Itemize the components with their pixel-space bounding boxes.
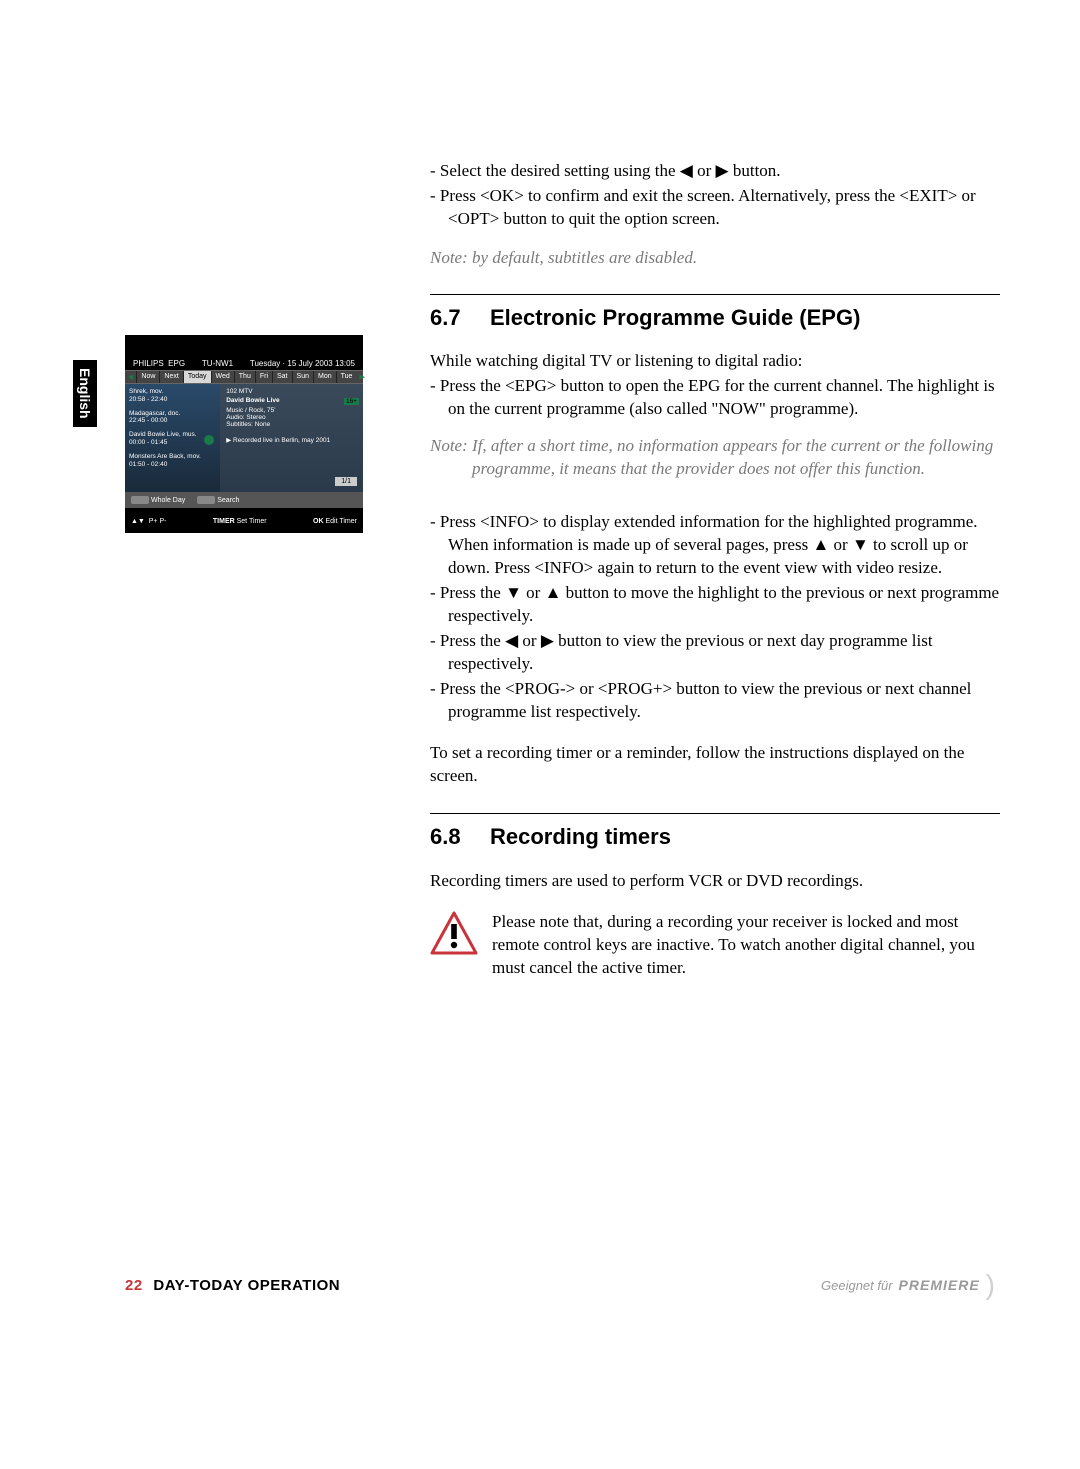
instruction-item: Press <INFO> to display extended informa… — [430, 511, 1000, 580]
page-footer: 22 DAY-TODAY OPERATION Geeignet für PREM… — [125, 1277, 995, 1294]
warning-block: Please note that, during a recording you… — [430, 911, 1000, 980]
premiere-logo: PREMIERE — [899, 1277, 980, 1293]
instruction-item: Press the <PROG-> or <PROG+> button to v… — [430, 678, 1000, 724]
instruction-list: Press the <EPG> button to open the EPG f… — [430, 375, 1000, 421]
instruction-list: Press <INFO> to display extended informa… — [430, 511, 1000, 723]
footer-geeignet: Geeignet für — [821, 1278, 893, 1293]
right-arrow-icon: ▶ — [716, 161, 729, 180]
page-up-icon: ▲ — [812, 535, 829, 554]
instruction-item: Press the ◀ or ▶ button to view the prev… — [430, 630, 1000, 676]
instruction-list: Select the desired setting using the ◀ o… — [430, 160, 1000, 231]
paragraph: Recording timers are used to perform VCR… — [430, 870, 1000, 893]
left-arrow-icon: ◀ — [680, 161, 693, 180]
page-down-icon: ▼ — [852, 535, 869, 554]
paragraph: While watching digital TV or listening t… — [430, 350, 1000, 373]
section-rule — [430, 813, 1000, 814]
warning-text: Please note that, during a recording you… — [492, 911, 1000, 980]
section-heading: 6.7 Electronic Programme Guide (EPG) — [430, 303, 1000, 333]
paragraph: To set a recording timer or a reminder, … — [430, 742, 1000, 788]
instruction-item: Press <OK> to confirm and exit the scree… — [430, 185, 1000, 231]
paren-icon: ) — [986, 1277, 995, 1294]
instruction-item: Select the desired setting using the ◀ o… — [430, 160, 1000, 183]
note-text: Note: If, after a short time, no informa… — [430, 435, 1000, 481]
up-arrow-icon: ▲ — [545, 583, 562, 602]
section-number: 6.8 — [430, 822, 490, 852]
section-title: Recording timers — [490, 822, 671, 852]
instruction-item: Press the <EPG> button to open the EPG f… — [430, 375, 1000, 421]
right-arrow-icon: ▶ — [541, 631, 554, 650]
instruction-item: Press the ▼ or ▲ button to move the high… — [430, 582, 1000, 628]
note-text: Note: by default, subtitles are disabled… — [430, 247, 1000, 270]
down-arrow-icon: ▼ — [505, 583, 522, 602]
footer-section-title: DAY-TODAY OPERATION — [153, 1277, 340, 1294]
section-rule — [430, 294, 1000, 295]
section-heading: 6.8 Recording timers — [430, 822, 1000, 852]
section-title: Electronic Programme Guide (EPG) — [490, 303, 860, 333]
page-number: 22 — [125, 1277, 143, 1294]
warning-icon — [430, 911, 478, 955]
left-arrow-icon: ◀ — [505, 631, 518, 650]
section-number: 6.7 — [430, 303, 490, 333]
